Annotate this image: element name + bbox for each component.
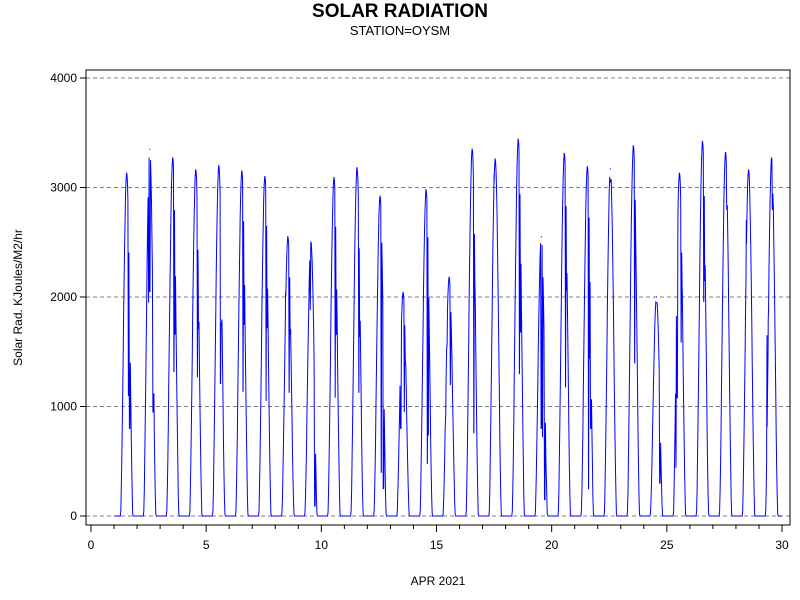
data-point	[310, 241, 312, 243]
y-tick-label: 2000	[50, 290, 77, 304]
series-layer	[114, 138, 782, 517]
data-point	[586, 166, 588, 168]
data-point	[701, 140, 704, 143]
series-line	[114, 138, 782, 517]
data-point	[241, 170, 243, 172]
data-point	[563, 152, 565, 155]
chart-title: SOLAR RADIATION	[312, 1, 488, 22]
data-point	[471, 148, 473, 150]
data-point	[609, 168, 612, 170]
data-point	[540, 236, 542, 238]
data-point	[724, 151, 727, 154]
chart-subtitle: STATION=OYSM	[349, 23, 451, 38]
data-point	[632, 145, 635, 147]
data-point	[402, 292, 404, 294]
data-point	[149, 148, 151, 150]
data-point	[379, 195, 381, 197]
data-point	[195, 169, 197, 171]
x-tick-label: 0	[88, 538, 95, 552]
data-point	[218, 165, 220, 167]
data-point	[287, 236, 289, 238]
x-tick-label: 25	[660, 538, 674, 552]
data-point	[748, 169, 750, 171]
x-axis: 0 5 10 15 20 25 30	[88, 525, 789, 552]
data-point	[655, 296, 658, 298]
y-tick-label: 0	[70, 509, 77, 523]
x-tick-label: 15	[430, 538, 444, 552]
y-tick-label: 4000	[50, 71, 77, 85]
data-point	[494, 158, 496, 160]
data-point	[356, 167, 358, 169]
data-point	[678, 172, 681, 174]
y-axis-label: Solar Rad. KJoules/M2/hr	[11, 229, 25, 366]
x-tick-label: 10	[315, 538, 329, 552]
data-point	[517, 138, 519, 140]
x-tick-label: 5	[203, 538, 210, 552]
data-point	[126, 172, 128, 174]
data-point	[264, 175, 266, 178]
data-point	[333, 177, 335, 179]
data-point	[425, 189, 427, 191]
x-tick-label: 30	[775, 538, 789, 552]
y-tick-label: 3000	[50, 181, 77, 195]
x-tick-label: 20	[545, 538, 559, 552]
x-axis-label: APR 2021	[411, 574, 466, 588]
data-point	[448, 276, 450, 278]
data-point	[771, 157, 773, 159]
y-axis: 0 1000 2000 3000 4000	[50, 71, 86, 523]
data-point	[172, 157, 174, 159]
y-tick-label: 1000	[50, 400, 77, 414]
